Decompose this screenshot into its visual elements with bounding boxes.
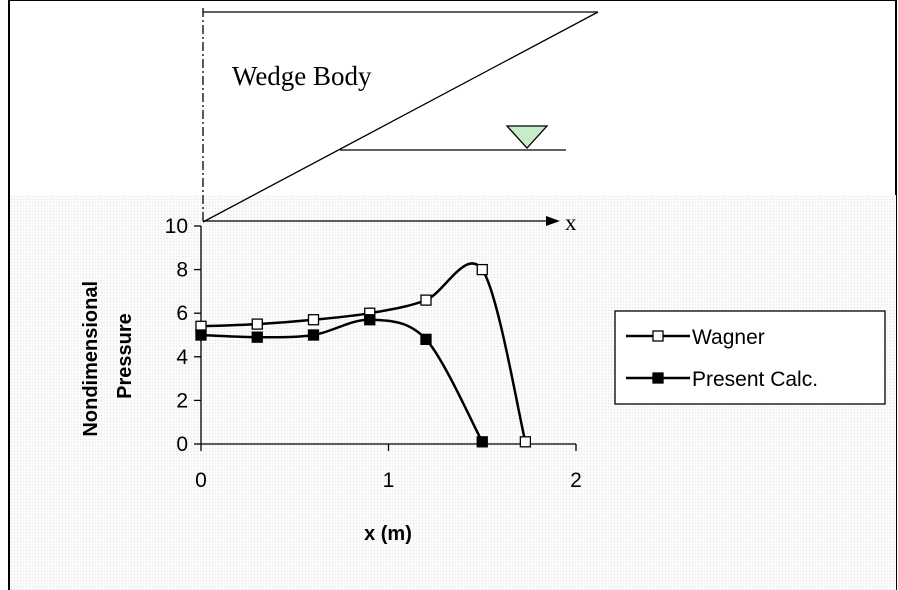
- data-point-present-calc: [307, 329, 320, 341]
- x-axis-title: x (m): [364, 523, 412, 545]
- data-point-present-calc: [476, 436, 488, 448]
- series-layer: [195, 262, 532, 448]
- wedge-slant-edge: [202, 11, 599, 223]
- data-point-present-calc: [364, 314, 376, 326]
- data-point-present-calc: [195, 329, 207, 341]
- data-point-wagner: [476, 263, 488, 276]
- series-line-present-calc: [200, 318, 484, 443]
- y-tick-label: 4: [176, 346, 188, 369]
- legend-box: [614, 310, 886, 405]
- legend-marker-wagner: [652, 330, 664, 342]
- data-point-wagner: [519, 436, 532, 448]
- series-line-wagner: [200, 262, 527, 443]
- y-axis-title-line-1: Nondimensional: [80, 281, 102, 437]
- y-tick-label: 2: [176, 389, 188, 412]
- wedge-body-label: Wedge Body: [232, 61, 372, 91]
- data-point-wagner: [420, 294, 432, 306]
- legend-label-wagner: Wagner: [692, 326, 765, 349]
- x-tick-label: 0: [195, 469, 207, 492]
- legend-marker-present: [652, 372, 664, 384]
- chart-background: [10, 195, 896, 590]
- arrow-head-icon: [546, 216, 560, 226]
- y-tick-group: 0 2 4 6 8 10: [165, 215, 201, 456]
- data-point-wagner: [307, 314, 320, 326]
- figure-frame: [8, 0, 897, 590]
- y-tick-label: 10: [165, 215, 188, 238]
- y-tick-label: 0: [176, 433, 188, 456]
- x-tick-group: 0 1 2: [195, 444, 582, 492]
- water-level-icon: [505, 125, 549, 149]
- y-tick-label: 6: [176, 302, 188, 325]
- data-point-present-calc: [420, 333, 432, 346]
- x-tick-label: 1: [383, 469, 395, 492]
- data-point-present-calc: [251, 331, 263, 343]
- y-tick-label: 8: [176, 259, 188, 282]
- wedge-diagram: x Wedge Body: [202, 8, 599, 235]
- y-axis-title-line-2: Pressure: [114, 313, 136, 399]
- legend-label-present: Present Calc.: [692, 368, 818, 391]
- x-tick-label: 2: [570, 469, 582, 492]
- data-point-wagner: [251, 318, 263, 330]
- legend: Wagner Present Calc.: [614, 310, 886, 405]
- y-axis-title: Nondimensional Pressure: [80, 275, 136, 436]
- diagram-x-label: x: [565, 210, 577, 235]
